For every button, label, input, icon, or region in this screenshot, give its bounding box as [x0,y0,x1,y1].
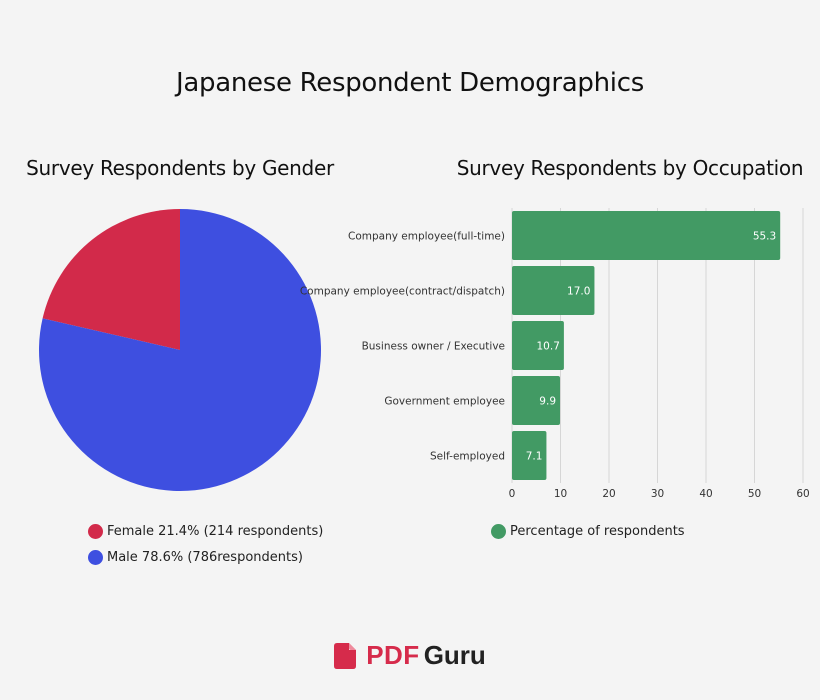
x-tick-label: 0 [509,488,516,500]
category-label: Government employee [384,396,505,408]
x-tick-label: 20 [602,488,615,500]
x-tick-label: 50 [748,488,761,500]
bar-2 [512,321,564,370]
legend-item-female: Female 21.4% (214 respondents) [88,518,323,544]
gender-legend: Female 21.4% (214 respondents) Male 78.6… [88,518,323,570]
pdf-file-icon [334,642,357,669]
occupation-legend: Percentage of respondents [491,518,685,544]
legend-swatch-percentage [491,523,506,539]
occupation-chart-title: Survey Respondents by Occupation [456,156,804,180]
category-label: Company employee(full-time) [348,231,505,243]
data-label: 55.3 [753,231,776,243]
legend-item-percentage: Percentage of respondents [491,518,685,544]
brand-guru-text: Guru [423,640,486,670]
brand-logo: PDF Guru [0,640,820,671]
legend-swatch-female [88,523,103,539]
x-tick-label: 40 [699,488,712,500]
x-tick-label: 10 [554,488,567,500]
legend-label-percentage: Percentage of respondents [510,523,685,539]
page-title: Japanese Respondent Demographics [176,68,644,98]
bar-3 [512,376,561,425]
x-tick-label: 60 [796,488,809,500]
category-label: Business owner / Executive [362,341,505,353]
data-label: 9.9 [539,396,556,408]
data-label: 7.1 [526,451,543,463]
legend-label-female: Female 21.4% (214 respondents) [107,523,324,539]
brand-pdf-text: PDF [366,640,420,670]
bar-1 [512,266,595,315]
pie-slice-female [42,209,181,350]
data-label: 10.7 [537,341,560,353]
legend-item-male: Male 78.6% (786respondents) [88,544,323,570]
occupation-bar-chart: 0 10 20 30 40 50 60 Company employee(full-time)… [300,208,810,500]
legend-label-male: Male 78.6% (786respondents) [107,549,303,565]
gender-pie-chart [38,209,321,492]
data-label: 17.0 [567,286,590,298]
bar-4 [512,431,547,480]
bar-0 [512,211,781,260]
gender-chart-title: Survey Respondents by Gender [26,156,334,180]
category-label: Company employee(contract/dispatch) [300,286,505,298]
x-tick-label: 30 [651,488,664,500]
pie-slice-male [38,209,321,492]
legend-swatch-male [88,549,103,565]
category-label: Self-employed [430,451,505,463]
